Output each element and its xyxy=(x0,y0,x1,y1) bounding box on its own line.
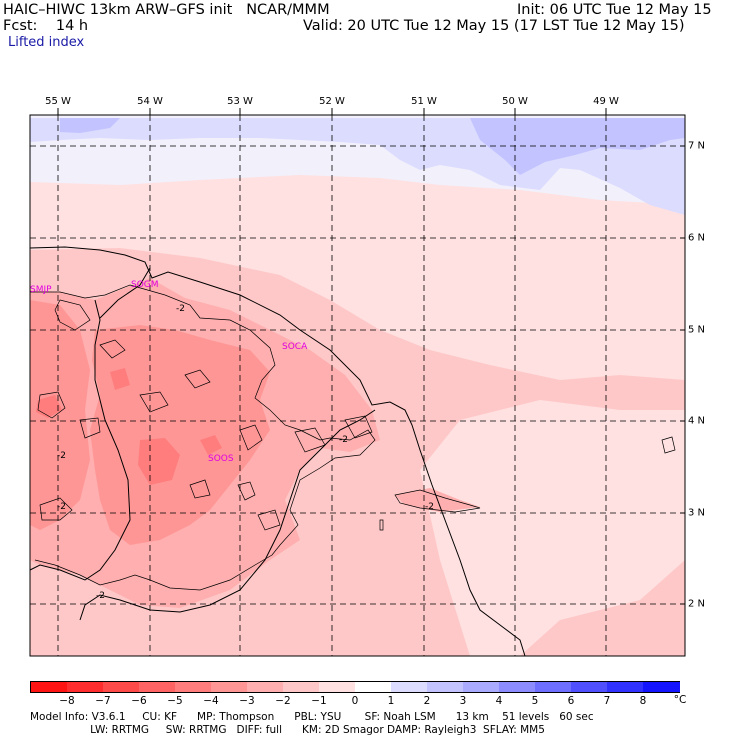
colorbar-cell xyxy=(283,682,320,692)
colorbar-cell xyxy=(355,682,392,692)
border-suriname-guiana xyxy=(79,409,376,621)
colorbar-tick-label: 4 xyxy=(495,695,503,707)
colorbar-tick-label: 8 xyxy=(639,695,647,707)
plot-frame xyxy=(29,114,686,657)
border-guyana-suriname xyxy=(29,299,131,581)
colorbar-tick-label: −4 xyxy=(203,695,219,707)
colorbar-cell xyxy=(211,682,248,692)
contour-line xyxy=(237,481,256,501)
colorbar-cell xyxy=(139,682,176,692)
contour-line xyxy=(39,497,73,521)
coastline xyxy=(29,246,526,657)
lat-label: 2 N xyxy=(688,598,706,610)
field-name: Lifted index xyxy=(8,35,85,50)
field-minus-four-cell xyxy=(138,438,180,485)
contour-line xyxy=(30,284,376,591)
contour-line xyxy=(661,436,676,454)
station-label: SOCA xyxy=(282,342,308,352)
lat-label: 4 N xyxy=(688,415,706,427)
colorbar-tick-label: −6 xyxy=(131,695,147,707)
contour-line xyxy=(239,424,263,451)
lat-label: 3 N xyxy=(688,507,706,519)
contour-line xyxy=(139,391,169,413)
lon-label: 53 W xyxy=(227,96,253,107)
station-label: SOOS xyxy=(208,454,234,464)
contour-label: -2 xyxy=(339,435,348,445)
colorbar-tick-label: −1 xyxy=(311,695,327,707)
field-minus-four-cell xyxy=(110,368,130,390)
colorbar-tick-label: 6 xyxy=(567,695,575,707)
colorbar-tick-label: 5 xyxy=(531,695,539,707)
field-minus-three-west xyxy=(30,300,90,530)
lat-label: 7 N xyxy=(688,140,706,152)
colorbar-tick-label: 3 xyxy=(459,695,467,707)
lon-label: 50 W xyxy=(502,96,528,107)
colorbar-cell xyxy=(571,682,608,692)
colorbar-cell xyxy=(175,682,212,692)
contour-line xyxy=(394,489,481,513)
contour-label: -2 xyxy=(96,591,105,601)
contour-label: -2 xyxy=(176,304,185,314)
colorbar-cell xyxy=(535,682,572,692)
contour-line xyxy=(99,339,126,359)
contour-line xyxy=(37,391,66,419)
colorbar-cell xyxy=(67,682,104,692)
colorbar-tick-label: −2 xyxy=(275,695,291,707)
lon-label: 49 W xyxy=(593,96,619,107)
model-info-line2: LW: RRTMG SW: RRTMG DIFF: full KM: 2D Sm… xyxy=(30,724,545,736)
contour-line xyxy=(79,417,101,439)
colorbar-cell xyxy=(31,682,68,692)
colorbar-cell xyxy=(643,682,680,692)
contour-line xyxy=(344,415,373,439)
colorbar xyxy=(30,681,680,693)
field-east-neutral xyxy=(420,400,685,656)
colorbar-cell xyxy=(319,682,356,692)
colorbar-tick-label: 1 xyxy=(387,695,395,707)
colorbar-tick-label: 0 xyxy=(351,695,359,707)
lat-label: 5 N xyxy=(688,324,706,336)
colorbar-cell xyxy=(391,682,428,692)
model-info-line1: Model Info: V3.6.1 CU: KF MP: Thompson P… xyxy=(30,711,594,723)
border-west xyxy=(99,267,151,319)
header-title: HAIC–HIWC 13km ARW–GFS init NCAR/MMM xyxy=(3,2,330,18)
colorbar-tick-label: −7 xyxy=(95,695,111,707)
colorbar-cell xyxy=(247,682,284,692)
lat-label: 6 N xyxy=(688,232,706,244)
colorbar-cell xyxy=(463,682,500,692)
colorbar-tick-label: −8 xyxy=(59,695,75,707)
colorbar-tick-label: −5 xyxy=(167,695,183,707)
station-label: SOGM xyxy=(131,280,159,290)
forecast-hour: Fcst: 14 h xyxy=(3,18,89,34)
contour-line xyxy=(294,427,326,453)
colorbar-cell xyxy=(427,682,464,692)
field-stable-core xyxy=(60,118,685,175)
contour-line xyxy=(189,479,211,499)
lon-label: 54 W xyxy=(137,96,163,107)
station-label: SMJP xyxy=(30,285,52,295)
valid-time: Valid: 20 UTC Tue 12 May 15 (17 LST Tue … xyxy=(303,18,685,34)
contour-line xyxy=(379,519,384,531)
lon-label: 51 W xyxy=(411,96,437,107)
colorbar-cell xyxy=(499,682,536,692)
field-minus-three xyxy=(90,325,270,545)
colorbar-cell xyxy=(103,682,140,692)
lon-label: 55 W xyxy=(45,96,71,107)
colorbar-unit: °C xyxy=(673,694,687,706)
contour-label: -2 xyxy=(57,451,66,461)
colorbar-tick-label: 7 xyxy=(603,695,611,707)
colorbar-tick-label: −3 xyxy=(239,695,255,707)
colorbar-cell xyxy=(607,682,644,692)
contour-label: -2 xyxy=(425,502,434,512)
contour-line xyxy=(257,509,281,531)
init-time: Init: 06 UTC Tue 12 May 15 xyxy=(517,2,712,18)
colorbar-tick-label: 2 xyxy=(423,695,431,707)
field-minus-four-cell xyxy=(200,435,222,455)
contour-line xyxy=(184,369,211,389)
lon-label: 52 W xyxy=(319,96,345,107)
contour-label: -2 xyxy=(57,502,66,512)
